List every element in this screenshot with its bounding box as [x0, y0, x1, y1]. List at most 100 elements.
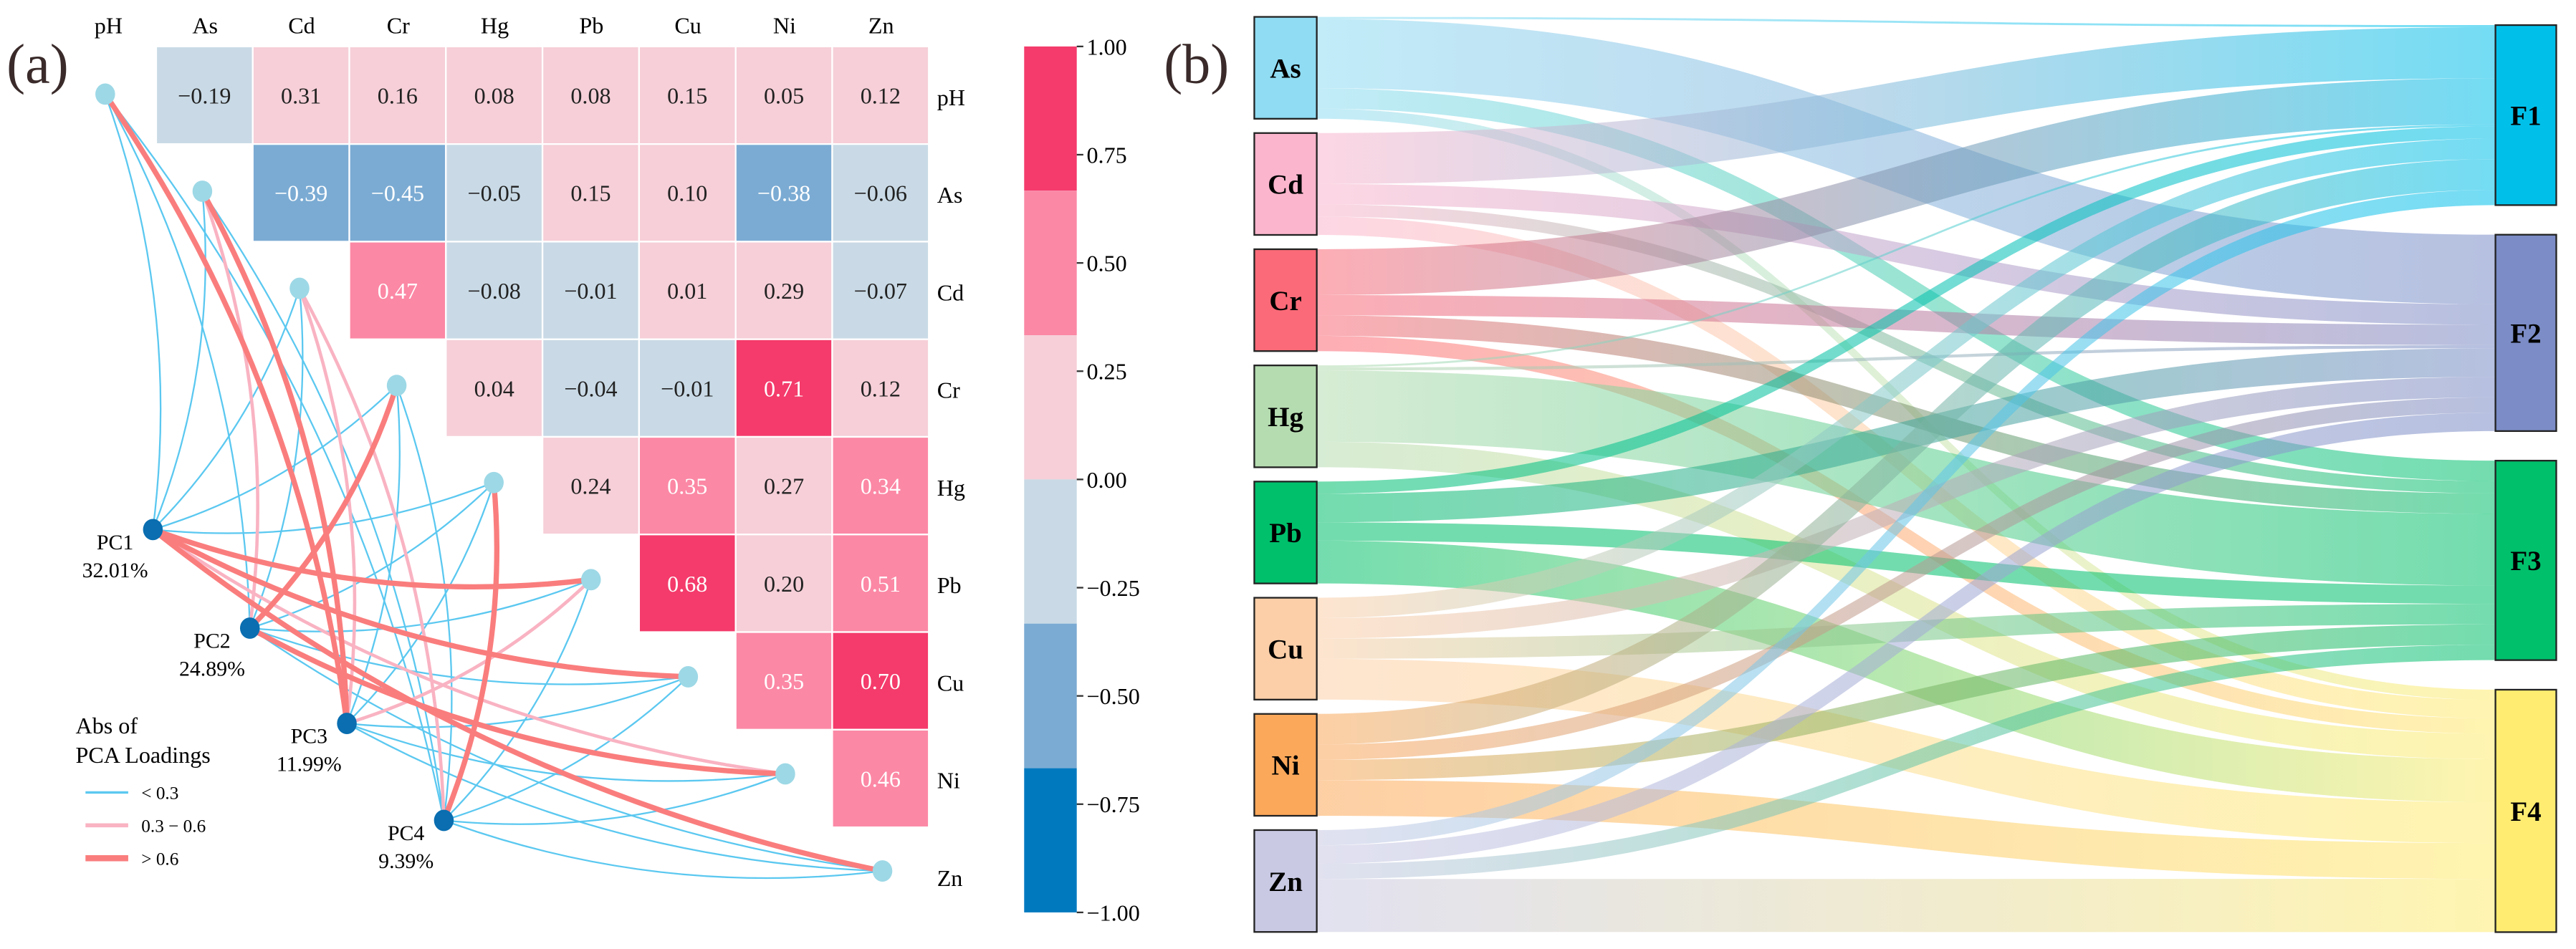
panel-b-label: (b): [1164, 32, 1229, 95]
heatmap-cell-value: 0.47: [378, 278, 418, 304]
flow-Zn-F4: [1316, 879, 2496, 933]
edge-PC3-pH: [102, 92, 350, 724]
heatmap-cell: [734, 241, 833, 340]
heatmap-cell-value: 0.31: [281, 82, 321, 108]
heatmap-cell-value: −0.39: [274, 180, 327, 206]
flow-Hg-F4: [1316, 441, 2496, 760]
heatmap-cell-value: 0.34: [861, 473, 901, 499]
colorbar-tick-label: 0.75: [1086, 142, 1126, 168]
row-label-Cu: Cu: [937, 670, 964, 695]
heatmap-cell: [734, 338, 833, 438]
edge-PC1-Cd: [152, 288, 301, 531]
heatmap-cell-value: −0.01: [564, 278, 617, 304]
edge-PC2-Hg: [249, 481, 494, 630]
node-Pb: [580, 569, 601, 591]
edge-PC4-Zn: [444, 819, 883, 880]
target-node-F2: [2494, 233, 2557, 433]
heatmap-cell-value: 0.20: [764, 571, 804, 597]
colorbar-segment: [1024, 335, 1077, 480]
edge-PC1-Pb: [152, 526, 592, 590]
edge-PC3-Pb: [346, 578, 593, 726]
source-label-Pb: Pb: [1269, 518, 1302, 549]
heatmap-cell-value: 0.35: [764, 668, 804, 694]
column-label-pH: pH: [95, 13, 123, 39]
pc-variance: 24.89%: [179, 657, 245, 681]
pc-label: PC3: [291, 725, 327, 748]
heatmap-cell: [348, 143, 447, 243]
heatmap-cell-value: 0.08: [570, 82, 611, 108]
flow-Hg-F3: [1316, 370, 2496, 586]
target-label-F4: F4: [2510, 796, 2541, 827]
edge-PC4-Pb: [443, 579, 592, 822]
edge-PC1-Cr: [153, 385, 398, 531]
colorbar-segment: [1024, 479, 1077, 624]
sankey-diagram: As Cd Cr Hg Pb Cu Ni Zn F1 F2 F3 F4: [1253, 16, 2557, 933]
heatmap-cell-value: 0.12: [861, 82, 901, 108]
heatmap-cell-value: 0.35: [667, 473, 707, 499]
row-label-Zn: Zn: [937, 865, 963, 891]
heatmap-cell: [445, 241, 544, 340]
pc-variance: 9.39%: [378, 849, 434, 873]
heatmap-cell: [831, 45, 930, 145]
heatmap-cell-value: −0.06: [854, 180, 907, 206]
heatmap-cell: [638, 338, 737, 438]
edge-PC3-Zn: [346, 723, 883, 872]
source-node-Ni: [1253, 713, 1318, 817]
edge-PC3-Hg: [346, 482, 495, 724]
row-label-As: As: [937, 182, 963, 208]
legend-label-low: < 0.3: [141, 784, 178, 804]
node-PC3: [337, 713, 357, 734]
heatmap-cell-value: −0.45: [371, 180, 424, 206]
row-label-Ni: Ni: [937, 768, 960, 794]
edge-PC2-Zn: [249, 627, 883, 872]
colorbar-tick-label: −0.50: [1086, 683, 1139, 709]
heatmap-cell-value: 0.46: [861, 766, 901, 791]
edge-PC1-Ni: [152, 528, 786, 776]
target-label-F1: F1: [2510, 100, 2541, 131]
heatmap-cell-value: 0.24: [570, 473, 611, 499]
source-label-Cr: Cr: [1269, 286, 1301, 317]
flow-As-F3: [1316, 88, 2496, 481]
source-node-Cr: [1253, 248, 1318, 352]
column-label-Hg: Hg: [481, 13, 509, 39]
heatmap-cell: [541, 435, 641, 536]
flow-As-F1: [1316, 16, 2496, 27]
heatmap-cell-value: 0.12: [861, 375, 901, 401]
heatmap-cell-value: 0.71: [764, 375, 804, 401]
flow-Cr-F1: [1316, 78, 2496, 295]
heatmap-cell-value: 0.29: [764, 278, 804, 304]
heatmap-cell-value: 0.27: [764, 473, 804, 499]
heatmap-cell-value: −0.08: [468, 278, 521, 304]
heatmap-cell-value: 0.51: [861, 571, 901, 597]
colorbar-tick-label: −0.75: [1086, 791, 1139, 817]
heatmap-cell-value: 0.10: [667, 180, 707, 206]
colorbar-tick-label: 0.50: [1086, 251, 1126, 276]
column-label-Pb: Pb: [579, 13, 603, 39]
flow-Cu-F1: [1316, 138, 2496, 619]
row-label-pH: pH: [937, 85, 965, 110]
edge-PC1-Zn: [151, 527, 884, 874]
row-label-Pb: Pb: [937, 572, 962, 598]
column-label-Zn: Zn: [868, 13, 894, 39]
source-label-Cu: Cu: [1268, 634, 1303, 665]
heatmap-cell: [638, 435, 737, 536]
heatmap-cell: [252, 45, 350, 145]
flow-Cr-F2: [1316, 294, 2496, 345]
node-Ni: [775, 763, 795, 785]
flow-Ni-F1: [1316, 159, 2496, 745]
pc-variance: 32.01%: [82, 559, 148, 582]
heatmap-cell-value: −0.05: [468, 180, 521, 206]
correlation-heatmap: pH pH As As Cd Cd Cr Cr Hg Hg Pb Pb Cu Cu Ni Ni Zn Zn −0.1…: [95, 13, 965, 891]
edge-PC4-Hg: [441, 482, 499, 822]
pc-label: PC1: [97, 531, 133, 554]
network-nodes: PC1 32.01% PC2 24.89% PC3 11.99% PC4 9.39%: [82, 83, 893, 882]
sankey-flows: [1316, 16, 2496, 933]
heatmap-cell: [638, 534, 737, 633]
source-label-Zn: Zn: [1268, 867, 1303, 897]
legend-title-line1: Abs of: [76, 713, 138, 738]
heatmap-cell: [734, 143, 833, 243]
heatmap-cell: [541, 338, 641, 438]
edge-PC2-pH: [104, 93, 251, 629]
node-Cd: [289, 277, 310, 299]
